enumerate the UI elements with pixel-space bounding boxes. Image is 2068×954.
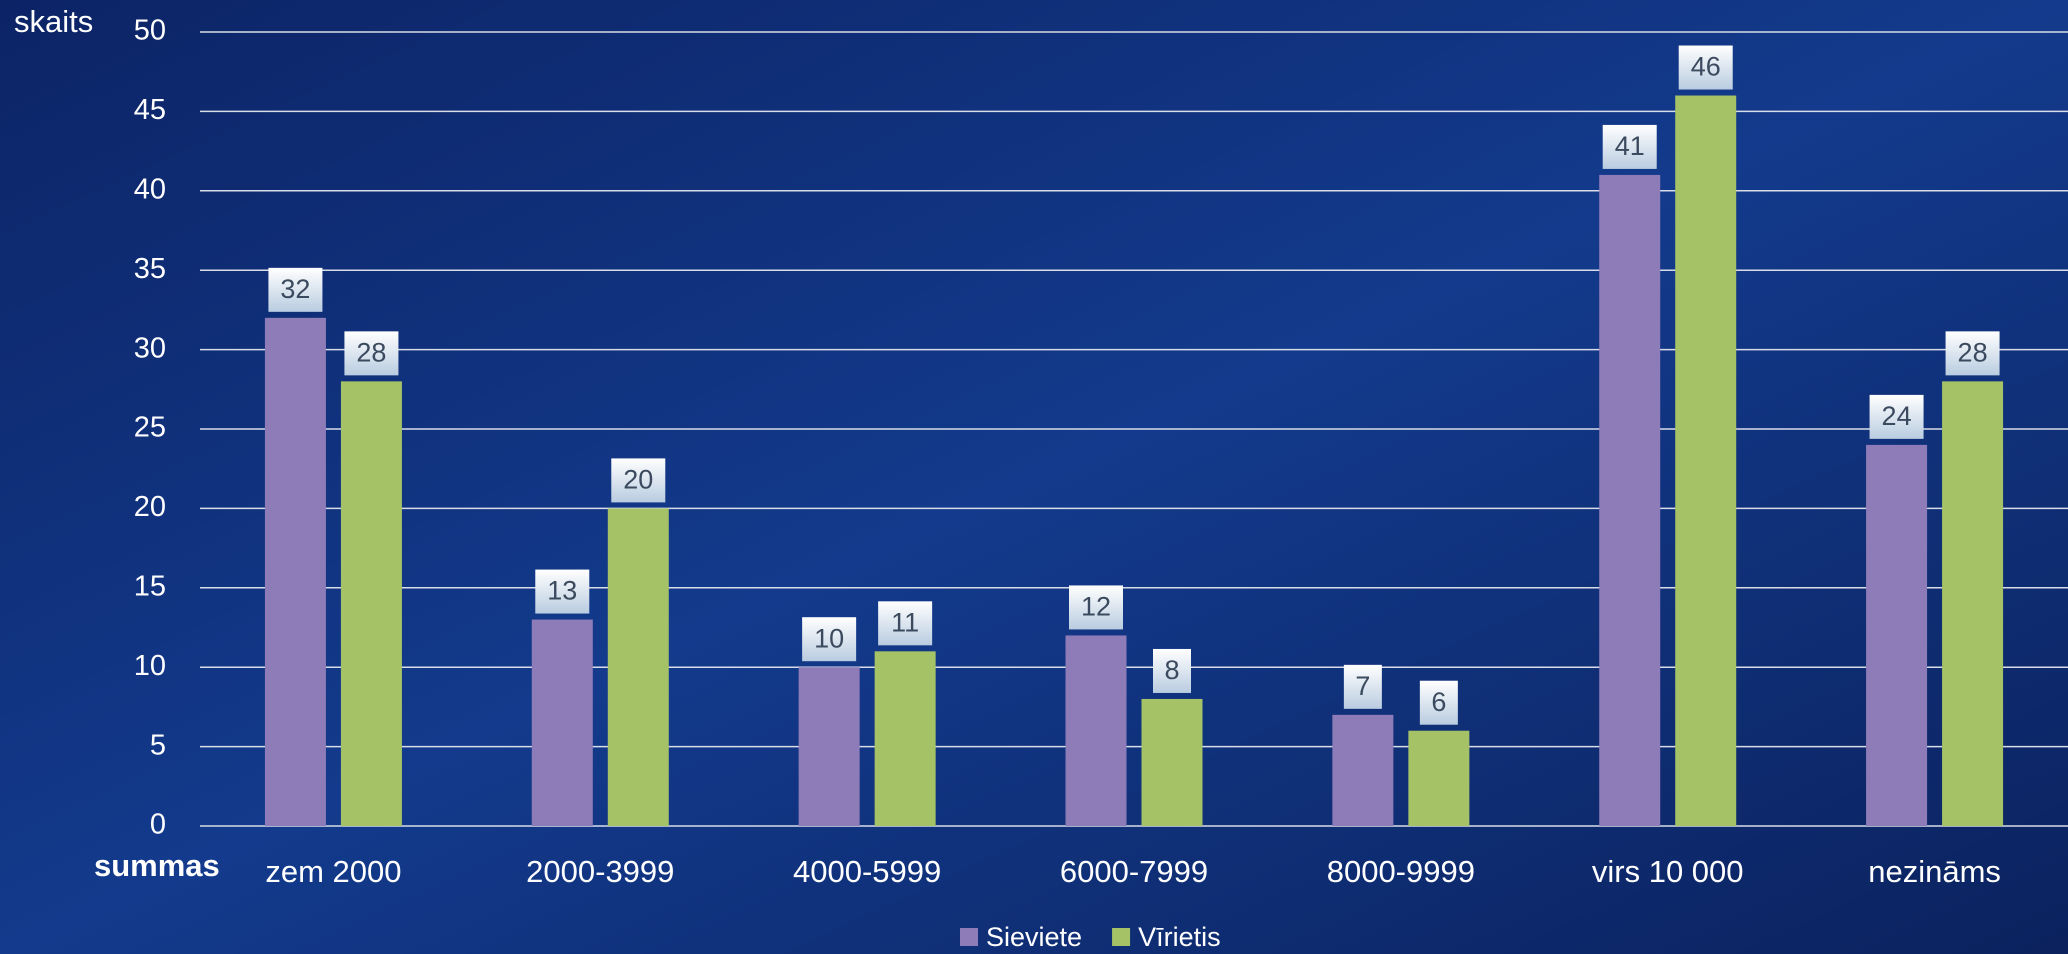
value-label: 28	[1958, 337, 1988, 367]
value-label-box	[1602, 124, 1657, 169]
value-label: 32	[280, 274, 310, 304]
x-tick-label: 6000-7999	[1060, 854, 1208, 889]
x-tick-label: virs 10 000	[1592, 854, 1744, 889]
bar	[1141, 698, 1203, 826]
bar	[1675, 95, 1737, 826]
y-tick-label: 15	[134, 570, 166, 602]
value-label-box	[611, 458, 666, 503]
legend-label: Sieviete	[986, 922, 1082, 952]
value-label-box	[1153, 648, 1191, 693]
value-label-box	[268, 267, 323, 312]
bar	[874, 651, 936, 826]
y-tick-label: 40	[134, 173, 166, 205]
value-label: 41	[1615, 131, 1645, 161]
bar	[1599, 174, 1661, 827]
y-tick-label: 5	[150, 729, 166, 761]
value-label: 12	[1081, 592, 1111, 622]
x-tick-label: 4000-5999	[793, 854, 941, 889]
value-label: 28	[356, 337, 386, 367]
value-label-box	[1343, 664, 1382, 709]
x-tick-label: 2000-3999	[526, 854, 674, 889]
legend-label: Vīrietis	[1138, 922, 1221, 952]
value-label: 11	[891, 607, 919, 637]
value-label: 6	[1431, 687, 1446, 717]
y-tick-label: 35	[134, 253, 166, 285]
y-tick-label: 50	[134, 15, 166, 47]
bar	[1332, 714, 1394, 826]
legend-swatch	[960, 928, 978, 946]
x-tick-label: 8000-9999	[1327, 854, 1475, 889]
bar	[340, 381, 402, 826]
value-label-box	[878, 601, 933, 646]
bar	[1866, 444, 1928, 826]
x-axis-title: summas	[94, 848, 220, 883]
value-label-box	[1419, 680, 1458, 725]
value-label: 24	[1882, 401, 1912, 431]
value-label: 20	[623, 465, 653, 495]
value-label-box	[535, 569, 590, 614]
bar	[798, 667, 860, 826]
legend-swatch	[1112, 928, 1131, 946]
value-label-box	[802, 617, 857, 662]
y-tick-label: 30	[134, 332, 166, 364]
y-tick-label: 10	[134, 650, 166, 682]
bar	[531, 619, 593, 826]
value-label: 7	[1355, 671, 1370, 701]
y-axis-title: skaits	[14, 4, 93, 39]
value-label-box	[1678, 45, 1733, 90]
x-tick-label: zem 2000	[265, 854, 401, 889]
bar	[1065, 635, 1127, 826]
value-label-box	[344, 331, 399, 376]
bar	[1408, 730, 1470, 826]
bar	[264, 317, 326, 826]
value-label-box	[1069, 585, 1123, 630]
y-tick-label: 20	[134, 491, 166, 523]
y-tick-label: 45	[134, 94, 166, 126]
value-label: 13	[547, 576, 577, 606]
bar	[607, 508, 669, 826]
y-tick-label: 25	[134, 412, 166, 444]
value-label: 46	[1691, 52, 1721, 82]
value-label-box	[1945, 331, 2000, 376]
value-label-box	[1869, 394, 1924, 439]
bar	[1942, 381, 2004, 826]
x-tick-label: nezināms	[1868, 854, 2001, 889]
y-tick-label: 0	[150, 809, 166, 841]
value-label: 8	[1164, 655, 1179, 685]
value-label: 10	[814, 623, 844, 653]
